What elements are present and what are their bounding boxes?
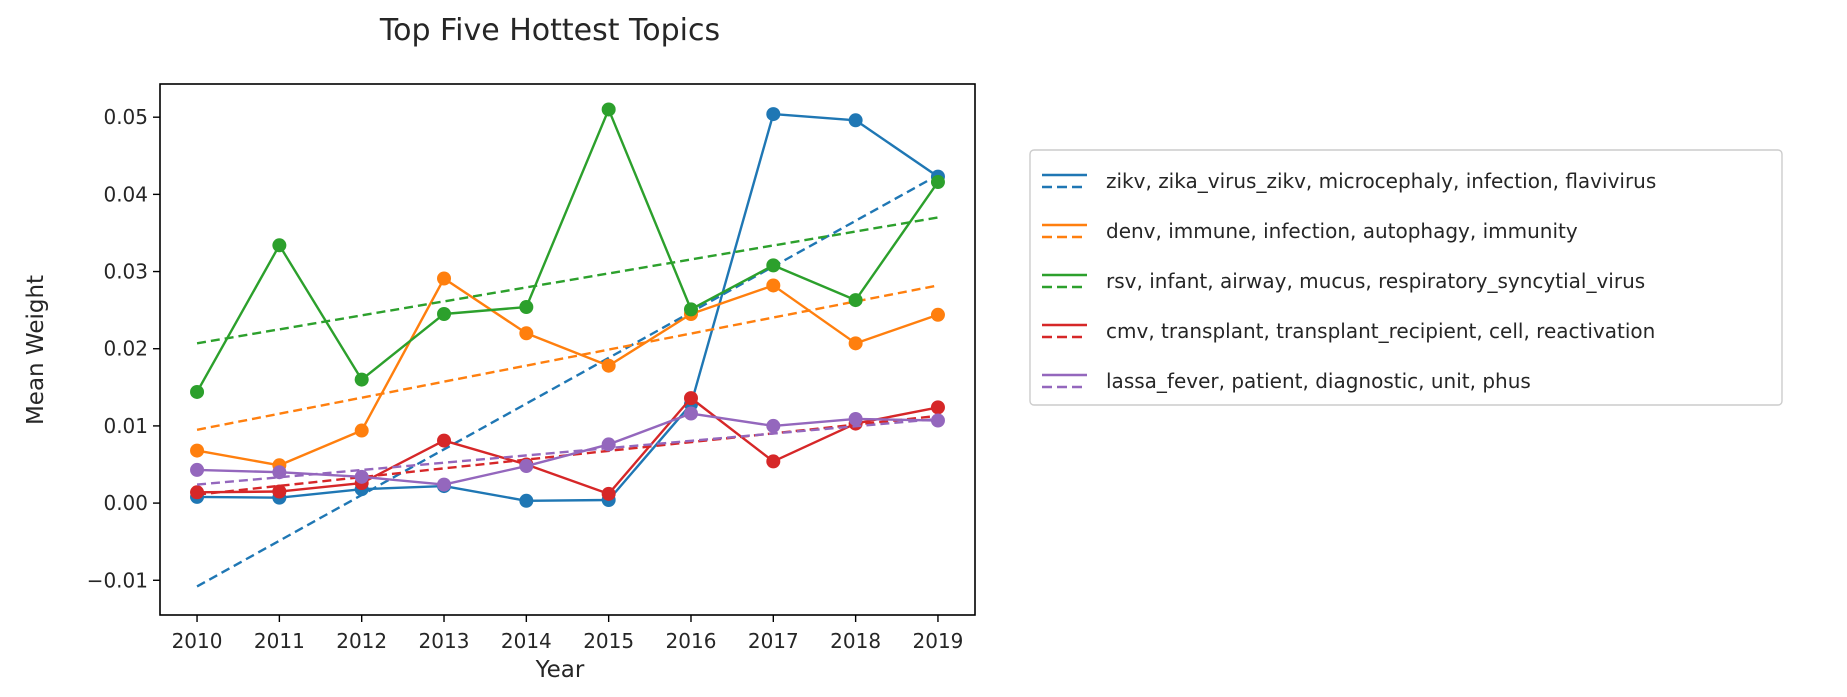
- series-5: [190, 406, 945, 492]
- legend-label: lassa_fever, patient, diagnostic, unit, …: [1106, 369, 1531, 393]
- legend-item: denv, immune, infection, autophagy, immu…: [1042, 219, 1578, 243]
- x-tick-label: 2018: [830, 629, 881, 653]
- series-line: [195, 108, 939, 393]
- data-point: [190, 384, 205, 399]
- data-point: [354, 372, 369, 387]
- x-tick-label: 2013: [419, 629, 470, 653]
- series-line: [197, 112, 939, 502]
- trend-line: [196, 284, 939, 431]
- data-point: [683, 302, 698, 317]
- legend-item: rsv, infant, airway, mucus, respiratory_…: [1042, 269, 1645, 293]
- data-point: [437, 433, 452, 448]
- y-tick-label: 0.05: [103, 105, 148, 129]
- x-tick-label: 2012: [336, 629, 387, 653]
- y-tick-label: 0.03: [103, 260, 148, 284]
- data-point: [848, 293, 863, 308]
- data-point: [766, 107, 781, 122]
- series-3: [190, 102, 945, 399]
- legend-item: lassa_fever, patient, diagnostic, unit, …: [1042, 369, 1531, 393]
- legend-item: zikv, zika_virus_zikv, microcephaly, inf…: [1042, 169, 1656, 193]
- data-point: [601, 102, 616, 117]
- data-point: [683, 391, 698, 406]
- data-point: [683, 406, 698, 421]
- legend: zikv, zika_virus_zikv, microcephaly, inf…: [1029, 149, 1783, 406]
- data-point: [272, 465, 287, 480]
- data-point: [930, 400, 945, 415]
- data-point: [354, 423, 369, 438]
- chart-title: Top Five Hottest Topics: [379, 13, 720, 48]
- data-point: [766, 258, 781, 273]
- series-line: [196, 277, 939, 467]
- x-axis-label: Year: [535, 657, 585, 683]
- data-point: [354, 469, 369, 484]
- data-point: [766, 278, 781, 293]
- data-point: [519, 326, 534, 341]
- plot-area: 2010 2011 2012 2013 2014 2015 2016 2017 2018 2019…: [87, 83, 976, 653]
- y-tick-label: 0.02: [103, 337, 148, 361]
- data-point: [848, 336, 863, 351]
- data-point: [519, 300, 534, 315]
- data-point: [848, 411, 863, 426]
- x-tick-label: 2015: [583, 629, 634, 653]
- data-point: [190, 443, 205, 458]
- y-tick-label: 0.01: [103, 414, 148, 438]
- legend-label: zikv, zika_virus_zikv, microcephaly, inf…: [1106, 169, 1656, 193]
- legend-label: rsv, infant, airway, mucus, respiratory_…: [1106, 269, 1645, 293]
- data-point: [930, 307, 945, 322]
- data-point: [848, 113, 863, 128]
- data-point: [519, 459, 534, 474]
- trend-line: [196, 174, 939, 588]
- data-point: [437, 477, 452, 492]
- data-point: [766, 454, 781, 469]
- trend-line: [196, 417, 939, 486]
- data-point: [930, 413, 945, 428]
- x-tick-label: 2019: [913, 629, 964, 653]
- data-point: [766, 418, 781, 433]
- plot-frame: [159, 83, 976, 616]
- data-point: [437, 271, 452, 286]
- y-tick-label: −0.01: [87, 568, 148, 592]
- legend-item: cmv, transplant, transplant_recipient, c…: [1042, 319, 1655, 343]
- y-tick-label: 0.04: [103, 182, 148, 206]
- x-tick-label: 2017: [748, 629, 799, 653]
- data-point: [519, 493, 534, 508]
- data-point: [930, 175, 945, 190]
- data-point: [190, 485, 205, 500]
- data-point: [601, 437, 616, 452]
- legend-frame: [1029, 149, 1783, 406]
- series-2: [190, 271, 945, 473]
- y-axis-label: Mean Weight: [23, 275, 49, 425]
- y-tick-label: 0.00: [103, 491, 148, 515]
- data-point: [437, 306, 452, 321]
- data-point: [272, 238, 287, 253]
- x-tick-label: 2010: [172, 629, 223, 653]
- series-1: [190, 107, 945, 588]
- data-point: [601, 486, 616, 501]
- legend-label: cmv, transplant, transplant_recipient, c…: [1106, 319, 1655, 343]
- series-line: [197, 412, 938, 486]
- data-point: [272, 484, 287, 499]
- series-line: [197, 396, 939, 496]
- series-4: [190, 391, 945, 501]
- x-tick-label: 2016: [666, 629, 717, 653]
- x-tick-label: 2011: [254, 629, 305, 653]
- data-point: [190, 462, 205, 477]
- data-point: [601, 358, 616, 373]
- x-tick-label: 2014: [501, 629, 552, 653]
- legend-label: denv, immune, infection, autophagy, immu…: [1106, 219, 1578, 243]
